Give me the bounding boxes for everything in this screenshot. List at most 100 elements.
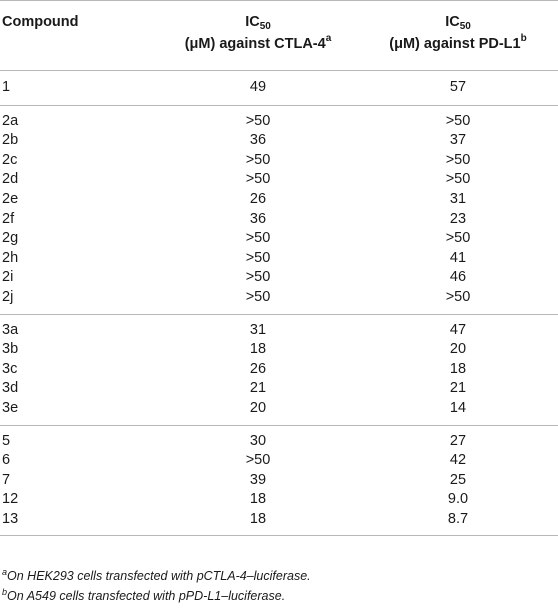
ctla4-value-cell: 49 (158, 70, 358, 106)
pdl1-value-cell: 31 (449, 190, 467, 207)
header-line2: (μM) against PD-L1 (389, 36, 521, 52)
table-row: 1 49 57 (0, 70, 558, 106)
compound-cell: 1 (0, 70, 158, 106)
pdl1-value-cell: 20 (449, 341, 467, 358)
ctla4-value-cell: >50 (245, 269, 271, 286)
table-body: 1 49 57 2a >50 >50 2b 36 37 2c >50 >50 2d >50 >50 2e 26 3… (0, 70, 558, 537)
ctla4-value-cell: 36 (249, 132, 267, 149)
compound-cell: 2a (2, 112, 19, 129)
ctla4-value-cell: >50 (245, 249, 271, 266)
ctla4-value-cell: >50 (245, 151, 271, 168)
ctla4-value-cell: >50 (245, 230, 271, 247)
compound-cell: 2d (2, 171, 19, 188)
table-row: 6 >50 42 (0, 451, 558, 471)
pdl1-value-cell: 18 (449, 360, 467, 377)
pdl1-value-cell: >50 (445, 112, 471, 129)
ctla4-value-cell: >50 (245, 112, 271, 129)
table-row: 12 18 9.0 (0, 490, 558, 510)
ctla4-value-cell: 20 (158, 398, 358, 426)
ctla4-value-cell: 26 (249, 360, 267, 377)
ctla4-value-cell: >50 (245, 171, 271, 188)
header-line2: (μM) against CTLA-4 (184, 36, 326, 52)
table-row: 5 30 27 (0, 425, 558, 451)
table-row: 13 18 8.7 (0, 509, 558, 537)
table-row: 2a >50 >50 (0, 105, 558, 131)
compound-cell: 3c (2, 360, 18, 377)
table-row: 2b 36 37 (0, 131, 558, 151)
compound-cell: 2h (2, 249, 19, 266)
header-ic50-ctla4: IC50 (μM) against CTLA-4a (158, 0, 358, 71)
table-row: 2f 36 23 (0, 210, 558, 230)
pdl1-value-cell: >50 (445, 171, 471, 188)
pdl1-value-cell: 21 (449, 380, 467, 397)
pdl1-value-cell: 9.0 (447, 491, 469, 508)
pdl1-value-cell: 8.7 (358, 509, 558, 537)
compound-cell: 3d (2, 380, 19, 397)
pdl1-value-cell: 37 (449, 132, 467, 149)
header-row: Compound IC50 (μM) against CTLA-4a IC50 … (0, 0, 558, 71)
ic50-table-container: Compound IC50 (μM) against CTLA-4a IC50 … (0, 0, 558, 537)
compound-cell: 6 (2, 452, 11, 469)
compound-cell: 2g (2, 230, 19, 247)
table-row: 2j >50 >50 (0, 287, 558, 315)
pdl1-value-cell: 23 (449, 210, 467, 227)
table-row: 3a 31 47 (0, 314, 558, 340)
table-row: 2e 26 31 (0, 190, 558, 210)
ctla4-value-cell: 31 (249, 321, 267, 338)
compound-cell: 3b (2, 341, 19, 358)
pdl1-value-cell: >50 (445, 230, 471, 247)
header-compound: Compound (0, 0, 158, 71)
compound-cell: 13 (0, 509, 158, 537)
footnote-text: On HEK293 cells transfected with pCTLA-4… (7, 569, 311, 583)
pdl1-value-cell: >50 (445, 151, 471, 168)
table-row: 2h >50 41 (0, 249, 558, 269)
header-ic-label: IC (245, 14, 260, 30)
header-sub: 50 (459, 21, 471, 32)
compound-cell: 2e (2, 190, 19, 207)
table-row: 2d >50 >50 (0, 170, 558, 190)
compound-cell: 2i (2, 269, 14, 286)
table-row: 2i >50 46 (0, 268, 558, 288)
footnote-mark: a (325, 33, 332, 44)
pdl1-value-cell: 14 (358, 398, 558, 426)
header-sub: 50 (259, 21, 271, 32)
footnote-text: On A549 cells transfected with pPD-L1–lu… (7, 589, 286, 603)
ctla4-value-cell: 18 (249, 341, 267, 358)
compound-cell: 2b (2, 132, 19, 149)
pdl1-value-cell: 42 (449, 452, 467, 469)
footnote-mark: b (2, 587, 8, 597)
ctla4-value-cell: 18 (249, 491, 267, 508)
pdl1-value-cell: 47 (449, 321, 467, 338)
table-row: 3c 26 18 (0, 360, 558, 380)
ctla4-value-cell: 26 (249, 190, 267, 207)
header-ic50-pdl1: IC50 (μM) against PD-L1b (358, 0, 558, 71)
pdl1-value-cell: >50 (358, 287, 558, 315)
table-row: 3b 18 20 (0, 340, 558, 360)
ctla4-value-cell: 39 (249, 471, 267, 488)
ctla4-value-cell: 21 (249, 380, 267, 397)
pdl1-value-cell: 46 (449, 269, 467, 286)
table-row: 3e 20 14 (0, 398, 558, 426)
pdl1-value-cell: 57 (358, 70, 558, 106)
compound-cell: 2f (2, 210, 15, 227)
compound-cell: 7 (2, 471, 11, 488)
compound-cell: 3e (0, 398, 158, 426)
pdl1-value-cell: 27 (449, 432, 467, 449)
header-compound-label: Compound (2, 14, 79, 30)
compound-cell: 12 (2, 491, 19, 508)
ctla4-value-cell: >50 (245, 452, 271, 469)
table-row: 2c >50 >50 (0, 151, 558, 171)
ctla4-value-cell: 30 (249, 432, 267, 449)
compound-cell: 5 (2, 432, 11, 449)
footnote-mark: a (2, 567, 8, 577)
ctla4-value-cell: 36 (249, 210, 267, 227)
pdl1-value-cell: 41 (449, 249, 467, 266)
pdl1-value-cell: 25 (449, 471, 467, 488)
table-row: 7 39 25 (0, 471, 558, 491)
compound-cell: 3a (2, 321, 19, 338)
footnote-a: aOn HEK293 cells transfected with pCTLA-… (2, 566, 311, 586)
footnotes: aOn HEK293 cells transfected with pCTLA-… (2, 566, 311, 606)
compound-cell: 2c (2, 151, 18, 168)
table-row: 3d 21 21 (0, 379, 558, 399)
ic50-table: Compound IC50 (μM) against CTLA-4a IC50 … (0, 0, 558, 537)
